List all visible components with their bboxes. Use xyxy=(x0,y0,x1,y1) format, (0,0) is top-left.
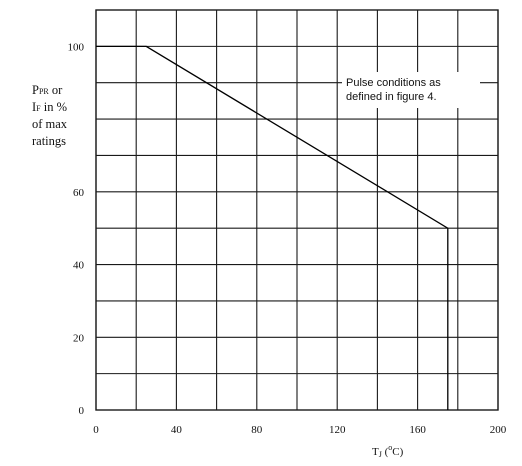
series-layer xyxy=(96,45,449,410)
plot-border xyxy=(95,9,499,411)
x-tick-label: 120 xyxy=(329,424,346,436)
y-tick-label: 20 xyxy=(73,332,85,344)
y-axis-label-line-2: IF in % xyxy=(32,100,67,114)
annotation-line-2: defined in figure 4. xyxy=(346,91,437,103)
x-tick-label: 200 xyxy=(490,424,507,436)
y-axis-label-line-2-sub: F xyxy=(36,104,41,113)
y-tick-label: 0 xyxy=(79,405,85,417)
y-axis-label-line-4: ratings xyxy=(32,134,66,148)
y-tick-labels: 0 20 40 60 100 xyxy=(68,41,85,417)
y-axis-label-line-2-main: I xyxy=(32,100,36,114)
x-axis-label: TJ (oC) xyxy=(372,443,404,459)
annotation-line-1: Pulse conditions as xyxy=(346,77,441,89)
x-tick-label: 80 xyxy=(251,424,263,436)
x-axis-label-subscript: J xyxy=(379,450,382,459)
grid-layer xyxy=(95,9,499,411)
derating-curve xyxy=(96,45,449,410)
y-axis-label-line-3: of max xyxy=(32,117,68,131)
x-tick-label: 160 xyxy=(409,424,426,436)
y-axis-label-line-1-tail: or xyxy=(49,83,63,97)
x-tick-labels: 0 40 80 120 160 200 xyxy=(93,424,507,436)
y-axis-label-line-1: PPR or xyxy=(32,83,63,97)
x-axis-label-open: ( xyxy=(382,446,389,458)
x-axis-label-degree: o xyxy=(388,443,392,452)
y-axis-label-line-1-sub: PR xyxy=(39,87,49,96)
x-axis-label-close: C) xyxy=(392,446,403,458)
x-axis-label-prefix: T xyxy=(372,446,379,458)
y-axis-label-line-1-main: P xyxy=(32,83,39,97)
y-tick-label: 60 xyxy=(73,187,85,199)
annotation-background xyxy=(342,72,480,108)
y-axis-label-line-2-tail: in % xyxy=(41,100,67,114)
y-axis-label: PPR or IF in % of max ratings xyxy=(32,83,68,148)
y-tick-label: 100 xyxy=(68,41,85,53)
x-tick-label: 0 xyxy=(93,424,99,436)
x-tick-label: 40 xyxy=(171,424,183,436)
y-tick-label: 40 xyxy=(73,260,85,272)
